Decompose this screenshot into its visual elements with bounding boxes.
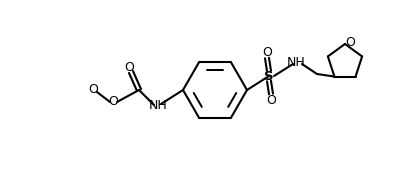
Text: O: O bbox=[88, 83, 98, 95]
Text: O: O bbox=[262, 46, 272, 58]
Text: O: O bbox=[266, 94, 276, 106]
Text: O: O bbox=[124, 61, 134, 73]
Text: O: O bbox=[345, 35, 355, 49]
Text: NH: NH bbox=[287, 56, 306, 68]
Text: NH: NH bbox=[149, 99, 167, 111]
Text: O: O bbox=[108, 94, 118, 108]
Text: S: S bbox=[264, 69, 274, 83]
